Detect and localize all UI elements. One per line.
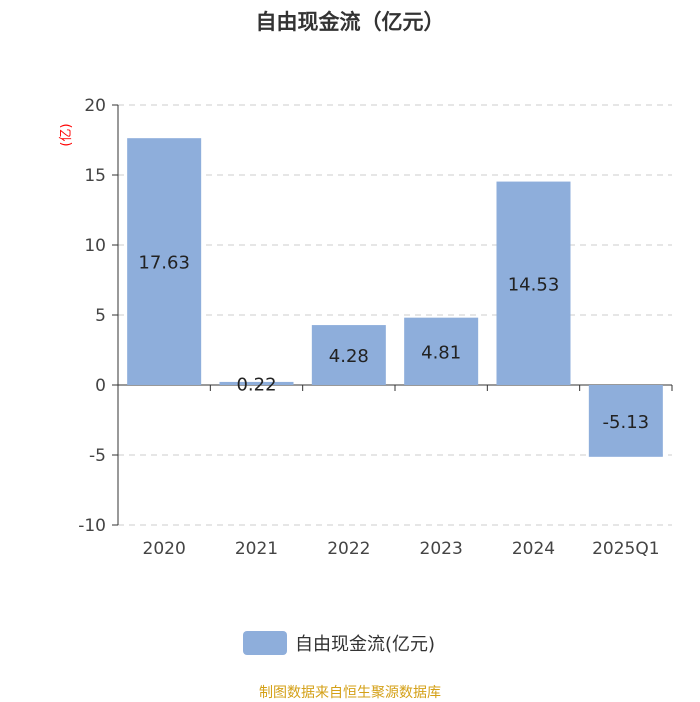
bar [219, 381, 294, 385]
bar-value-label: 14.53 [508, 274, 560, 295]
legend[interactable]: 自由现金流(亿元) [243, 630, 435, 656]
bar-value-label: 17.63 [138, 253, 190, 274]
y-tick-label: 0 [95, 376, 106, 396]
y-tick-label: 5 [95, 306, 106, 326]
bar-value-label: 0.22 [236, 374, 276, 395]
y-tick-label: 10 [84, 236, 106, 256]
y-tick-label: -10 [78, 516, 106, 536]
bar [311, 325, 386, 385]
x-tick-label: 2021 [235, 539, 278, 559]
bar [404, 317, 479, 385]
x-tick-label: 2025Q1 [592, 539, 659, 559]
source-note: 制图数据来自恒生聚源数据库 [259, 685, 441, 701]
bar [127, 138, 202, 385]
bar-value-label: -5.13 [603, 412, 650, 433]
legend-label: 自由现金流(亿元) [295, 634, 436, 655]
bar [588, 385, 663, 457]
x-tick-label: 2023 [420, 539, 463, 559]
x-tick-label: 2024 [512, 539, 555, 559]
y-tick-label: 15 [84, 166, 106, 186]
y-tick-label: 20 [84, 96, 106, 116]
y-axis-label: (亿) [59, 123, 74, 146]
x-tick-label: 2020 [143, 539, 186, 559]
bar [496, 181, 571, 385]
x-tick-label: 2022 [327, 539, 370, 559]
chart-title: 自由现金流（亿元） [255, 10, 445, 34]
y-tick-label: -5 [89, 446, 106, 466]
bar-value-label: 4.81 [421, 342, 461, 363]
legend-swatch [243, 631, 287, 655]
bar-value-label: 4.28 [329, 346, 369, 367]
